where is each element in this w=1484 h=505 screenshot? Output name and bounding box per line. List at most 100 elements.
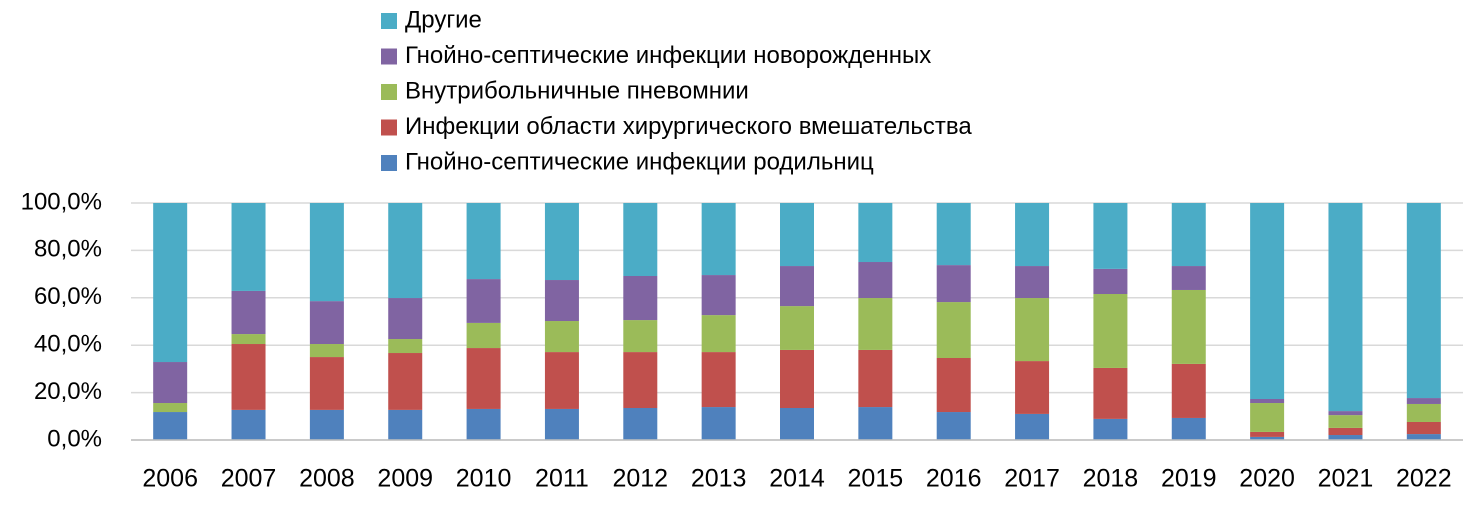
bar-segment	[466, 279, 501, 323]
bar-segment	[623, 408, 658, 440]
bar-segment	[153, 203, 188, 363]
bar-segment	[1093, 268, 1128, 295]
x-tick-label: 2021	[1318, 465, 1374, 493]
legend-label: Другие	[405, 6, 482, 33]
bar-segment	[1093, 294, 1128, 368]
bar-segment	[1250, 403, 1285, 432]
bar-segment	[858, 407, 893, 440]
x-tick-label: 2008	[299, 465, 355, 493]
bar-segment	[858, 262, 893, 299]
bar-segment	[231, 290, 266, 335]
bar-segment	[1328, 203, 1363, 412]
bar-segment	[1015, 413, 1050, 440]
bar-segment	[780, 349, 814, 409]
bar-segment	[388, 339, 423, 354]
bar-segment	[936, 302, 971, 358]
legend-label: Гнойно-септические инфекции родильниц	[405, 148, 874, 175]
y-tick-label: 100,0%	[21, 188, 102, 215]
bar-segment	[544, 280, 579, 322]
bar-segment	[780, 408, 814, 440]
bar-segment	[1093, 418, 1128, 440]
bar-segment	[936, 357, 971, 413]
bar-segment	[1328, 411, 1363, 416]
x-tick-label: 2022	[1396, 465, 1452, 493]
bar-segment	[780, 266, 814, 307]
bar-segment	[1171, 203, 1206, 267]
bar-segment	[309, 344, 344, 358]
bar-segment	[231, 334, 266, 345]
bar-segment	[309, 357, 344, 410]
bar-segment	[231, 344, 266, 410]
bar-segment	[1406, 403, 1441, 422]
bar-segment	[544, 352, 579, 409]
bar-segment	[936, 203, 971, 266]
bar-segment	[858, 203, 893, 263]
legend-swatch	[381, 84, 397, 100]
x-tick-label: 2006	[142, 465, 198, 493]
bar-segment	[1171, 417, 1206, 440]
bar-segment	[153, 412, 188, 440]
bar-segment	[858, 298, 893, 350]
bar-segment	[623, 275, 658, 321]
y-tick-label: 20,0%	[34, 378, 102, 405]
bar-segment	[1250, 398, 1285, 404]
bar-segment	[231, 203, 266, 291]
y-tick-label: 40,0%	[34, 331, 102, 358]
x-tick-label: 2012	[612, 465, 668, 493]
legend-swatch	[381, 13, 397, 29]
y-tick-label: 0,0%	[47, 425, 102, 452]
x-tick-label: 2020	[1239, 465, 1295, 493]
x-tick-label: 2013	[691, 465, 747, 493]
legend-label: Инфекции области хирургического вмешател…	[405, 113, 972, 140]
bar-segment	[231, 409, 266, 440]
bar-segment	[466, 322, 501, 349]
bar-segment	[388, 203, 423, 299]
legend-swatch	[381, 155, 397, 171]
bar-segment	[544, 321, 579, 353]
bar-segment	[1171, 289, 1206, 364]
bar-segment	[466, 203, 501, 280]
legend-label: Гнойно-септические инфекции новорожденны…	[405, 42, 931, 69]
bar-segment	[1406, 398, 1441, 404]
bar-segment	[1015, 203, 1050, 267]
bar-segment	[544, 203, 579, 281]
bar-segment	[309, 203, 344, 302]
bar-segment	[1406, 421, 1441, 435]
bar-segment	[388, 353, 423, 410]
bar-segment	[701, 352, 736, 408]
bar-segment	[701, 315, 736, 353]
x-tick-label: 2007	[221, 465, 277, 493]
bar-segment	[1171, 363, 1206, 418]
bar-segment	[1015, 298, 1050, 362]
x-tick-label: 2011	[535, 465, 589, 493]
bar-segment	[623, 352, 658, 409]
y-tick-label: 60,0%	[34, 283, 102, 310]
bar-segment	[1093, 203, 1128, 269]
bar-segment	[1093, 367, 1128, 419]
bar-segment	[1406, 203, 1441, 399]
x-tick-label: 2017	[1004, 465, 1060, 493]
bar-segment	[623, 203, 658, 276]
x-tick-label: 2014	[769, 465, 825, 493]
bar-segment	[309, 409, 344, 440]
bar-segment	[1250, 203, 1285, 399]
bar-segment	[1015, 266, 1050, 299]
bar-segment	[1171, 266, 1206, 290]
legend-swatch	[381, 119, 397, 136]
bar-segment	[1328, 427, 1363, 436]
y-tick-label: 80,0%	[34, 236, 102, 263]
x-tick-label: 2018	[1083, 465, 1139, 493]
bar-segment	[701, 275, 736, 316]
bar-segment	[466, 408, 501, 440]
bar-segment	[780, 306, 814, 350]
bar-segment	[388, 298, 423, 340]
bar-segment	[1250, 436, 1285, 440]
bar-segment	[1406, 434, 1441, 440]
x-tick-label: 2010	[456, 465, 512, 493]
bar-segment	[936, 265, 971, 303]
bar-segment	[701, 407, 736, 440]
bar-segment	[780, 203, 814, 267]
x-tick-label: 2019	[1161, 465, 1217, 493]
x-tick-label: 2015	[848, 465, 904, 493]
bar-segment	[1328, 435, 1363, 440]
